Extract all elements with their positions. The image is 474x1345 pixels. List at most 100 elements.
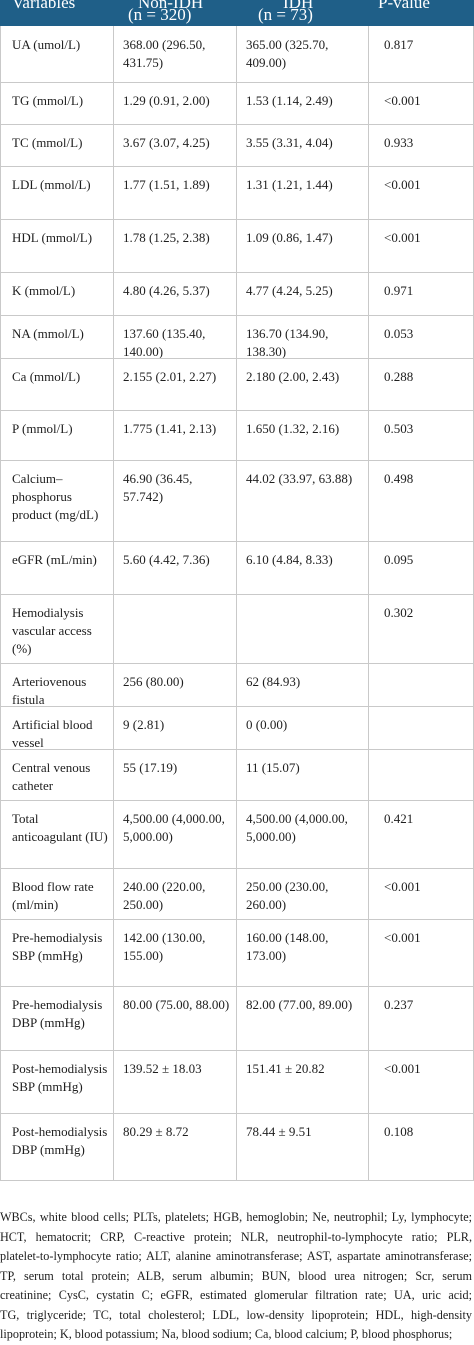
header-idh-n: (n = 73) bbox=[258, 5, 313, 24]
row-divider bbox=[0, 82, 474, 83]
row-idh-value: 62 (84.93) bbox=[246, 674, 301, 689]
table-footnote: WBCs, white blood cells; PLTs, platelets… bbox=[0, 1208, 472, 1345]
row-p-value: 0.288 bbox=[384, 369, 414, 384]
row-p-value: 0.095 bbox=[384, 552, 414, 567]
row-variable: Total anticoagulant (IU) bbox=[12, 811, 108, 844]
table-header: Variables Non-IDH (n = 320) IDH (n = 73)… bbox=[0, 0, 474, 26]
row-divider bbox=[0, 1050, 474, 1051]
footnote-line: WBCs, white blood cells; PLTs, platelets… bbox=[0, 1210, 472, 1224]
row-non-idh-value: 1.77 (1.51, 1.89) bbox=[123, 177, 210, 192]
row-divider bbox=[0, 706, 474, 707]
row-non-idh-value: 137.60 (135.40, 140.00) bbox=[123, 326, 206, 359]
row-variable: NA (mmol/L) bbox=[12, 326, 84, 341]
footnote-line: TP, serum total protein; ALB, serum albu… bbox=[0, 1268, 472, 1283]
row-variable: LDL (mmol/L) bbox=[12, 177, 91, 192]
row-p-value: <0.001 bbox=[384, 879, 421, 894]
row-p-value: 0.503 bbox=[384, 421, 414, 436]
row-non-idh-value: 1.775 (1.41, 2.13) bbox=[123, 421, 217, 436]
row-variable: P (mmol/L) bbox=[12, 421, 73, 436]
row-variable: TG (mmol/L) bbox=[12, 93, 84, 108]
row-variable: Post-hemodialysis DBP (mmHg) bbox=[12, 1124, 108, 1157]
row-idh-value: 3.55 (3.31, 4.04) bbox=[246, 135, 333, 150]
row-divider bbox=[0, 358, 474, 359]
column-divider bbox=[113, 26, 114, 1180]
row-idh-value: 1.09 (0.86, 1.47) bbox=[246, 230, 333, 245]
row-divider bbox=[0, 315, 474, 316]
row-non-idh-value: 1.29 (0.91, 2.00) bbox=[123, 93, 210, 108]
row-idh-value: 78.44 ± 9.51 bbox=[246, 1124, 312, 1139]
row-p-value: 0.302 bbox=[384, 605, 414, 620]
row-p-value: 0.053 bbox=[384, 326, 414, 341]
row-divider bbox=[0, 919, 474, 920]
row-variable: K (mmol/L) bbox=[12, 283, 76, 298]
column-divider bbox=[368, 26, 369, 1180]
row-idh-value: 1.53 (1.14, 2.49) bbox=[246, 93, 333, 108]
footnote-line: HCT, hematocrit; CRP, C-reactive protein… bbox=[0, 1229, 472, 1244]
row-divider bbox=[0, 219, 474, 220]
row-divider bbox=[0, 166, 474, 167]
row-non-idh-value: 142.00 (130.00, 155.00) bbox=[123, 930, 206, 963]
row-variable: Calcium–phosphorus product (mg/dL) bbox=[12, 471, 99, 522]
row-p-value: 0.421 bbox=[384, 811, 414, 826]
row-divider bbox=[0, 663, 474, 664]
header-variables: Variables bbox=[12, 0, 76, 12]
row-non-idh-value: 4.80 (4.26, 5.37) bbox=[123, 283, 210, 298]
row-variable: UA (umol/L) bbox=[12, 37, 81, 52]
row-p-value: <0.001 bbox=[384, 230, 421, 245]
footnote-line: lipoprotein; K, blood potassium; Na, blo… bbox=[0, 1327, 453, 1341]
row-non-idh-value: 1.78 (1.25, 2.38) bbox=[123, 230, 210, 245]
column-divider bbox=[236, 26, 237, 1180]
row-divider bbox=[0, 1113, 474, 1114]
row-p-value: 0.237 bbox=[384, 997, 414, 1012]
row-variable: Pre-hemodialysis DBP (mmHg) bbox=[12, 997, 103, 1030]
row-divider bbox=[0, 541, 474, 542]
header-non-idh-n: (n = 320) bbox=[128, 5, 192, 24]
row-variable: Central venous catheter bbox=[12, 760, 91, 793]
row-non-idh-value: 3.67 (3.07, 4.25) bbox=[123, 135, 210, 150]
row-divider bbox=[0, 460, 474, 461]
row-non-idh-value: 4,500.00 (4,000.00, 5,000.00) bbox=[123, 811, 225, 844]
row-divider bbox=[0, 749, 474, 750]
row-non-idh-value: 80.29 ± 8.72 bbox=[123, 1124, 189, 1139]
row-non-idh-value: 80.00 (75.00, 88.00) bbox=[123, 997, 230, 1012]
row-p-value: 0.933 bbox=[384, 135, 414, 150]
row-variable: Artificial blood vessel bbox=[12, 717, 93, 750]
row-idh-value: 1.31 (1.21, 1.44) bbox=[246, 177, 333, 192]
row-idh-value: 1.650 (1.32, 2.16) bbox=[246, 421, 340, 436]
row-divider bbox=[0, 594, 474, 595]
row-variable: Arteriovenous fistula bbox=[12, 674, 87, 707]
row-variable: Post-hemodialysis SBP (mmHg) bbox=[12, 1061, 108, 1094]
row-p-value: 0.498 bbox=[384, 471, 414, 486]
row-non-idh-value: 55 (17.19) bbox=[123, 760, 178, 775]
header-non-idh: Non-IDH bbox=[138, 0, 204, 12]
row-idh-value: 2.180 (2.00, 2.43) bbox=[246, 369, 340, 384]
row-idh-value: 4.77 (4.24, 5.25) bbox=[246, 283, 333, 298]
row-p-value: <0.001 bbox=[384, 93, 421, 108]
row-idh-value: 151.41 ± 20.82 bbox=[246, 1061, 325, 1076]
row-idh-value: 365.00 (325.70, 409.00) bbox=[246, 37, 329, 70]
row-non-idh-value: 2.155 (2.01, 2.27) bbox=[123, 369, 217, 384]
row-variable: Blood flow rate (ml/min) bbox=[12, 879, 94, 912]
row-p-value: <0.001 bbox=[384, 930, 421, 945]
row-variable: Ca (mmol/L) bbox=[12, 369, 81, 384]
row-idh-value: 160.00 (148.00, 173.00) bbox=[246, 930, 329, 963]
row-divider bbox=[0, 1180, 474, 1181]
row-idh-value: 250.00 (230.00, 260.00) bbox=[246, 879, 329, 912]
row-variable: Hemodialysis vascular access (%) bbox=[12, 605, 92, 656]
footnote-line: creatinine; CysC, cystatin C; eGFR, esti… bbox=[0, 1288, 472, 1302]
row-variable: HDL (mmol/L) bbox=[12, 230, 93, 245]
row-non-idh-value: 9 (2.81) bbox=[123, 717, 165, 732]
row-non-idh-value: 240.00 (220.00, 250.00) bbox=[123, 879, 206, 912]
footnote-line: TG, triglyceride; TC, total cholesterol;… bbox=[0, 1307, 472, 1322]
row-divider bbox=[0, 986, 474, 987]
header-idh: IDH bbox=[283, 0, 314, 12]
row-divider bbox=[0, 124, 474, 125]
row-p-value: 0.971 bbox=[384, 283, 414, 298]
row-divider bbox=[0, 272, 474, 273]
header-p-value: P-value bbox=[378, 0, 430, 12]
row-idh-value: 11 (15.07) bbox=[246, 760, 300, 775]
row-non-idh-value: 139.52 ± 18.03 bbox=[123, 1061, 202, 1076]
row-p-value: 0.817 bbox=[384, 37, 414, 52]
row-non-idh-value: 5.60 (4.42, 7.36) bbox=[123, 552, 210, 567]
row-variable: Pre-hemodialysis SBP (mmHg) bbox=[12, 930, 103, 963]
